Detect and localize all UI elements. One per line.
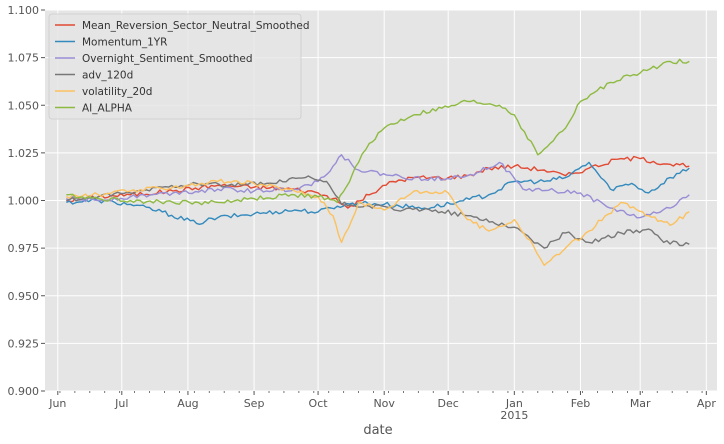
x-tick-label: Aug — [177, 397, 198, 410]
y-axis: 0.900 0.925 0.950 0.975 1.000 1.025 1.050 1.075… — [8, 4, 45, 398]
series-line-overnight-sentiment-smoothed — [65, 154, 690, 219]
y-tick-label: 0.900 — [8, 385, 40, 398]
series-lines — [65, 58, 690, 266]
legend-label: AI_ALPHA — [82, 103, 133, 115]
series-line-adv-120d — [66, 175, 690, 249]
x-tick-label: Oct — [309, 397, 329, 410]
x-tick-label: Jan — [505, 397, 523, 410]
series-line-volatility-20d — [66, 178, 690, 266]
legend-label: volatility_20d — [82, 86, 152, 98]
y-tick-label: 0.950 — [8, 290, 40, 303]
legend-box — [48, 13, 302, 120]
y-tick-label: 0.975 — [8, 242, 40, 255]
legend: Mean_Reversion_Sector_Neutral_Smoothed Mo… — [48, 13, 310, 120]
x-tick-label: Dec — [438, 397, 459, 410]
y-tick-label: 0.925 — [8, 337, 40, 350]
x-tick-label: Feb — [571, 397, 590, 410]
x-tick-label: Mar — [630, 397, 651, 410]
x-tick-label: Apr — [697, 397, 717, 410]
series-line-ai-alpha — [66, 58, 690, 206]
x-tick-year-label: 2015 — [500, 409, 528, 422]
x-tick-label: Sep — [244, 397, 265, 410]
legend-label: adv_120d — [82, 70, 133, 82]
x-tick-label: Nov — [373, 397, 395, 410]
x-axis-label: date — [363, 423, 392, 438]
y-tick-label: 1.050 — [8, 99, 40, 112]
y-tick-label: 1.075 — [8, 52, 40, 65]
y-tick-label: 1.025 — [8, 147, 40, 160]
legend-label: Mean_Reversion_Sector_Neutral_Smoothed — [82, 20, 310, 32]
legend-label: Overnight_Sentiment_Smoothed — [82, 53, 253, 65]
y-tick-label: 1.000 — [8, 195, 40, 208]
x-tick-label: Jul — [114, 397, 128, 410]
x-tick-label: Jun — [48, 397, 66, 410]
legend-label: Momentum_1YR — [82, 37, 167, 49]
y-tick-label: 1.100 — [8, 4, 40, 17]
series-line-mean-reversion-sector-neutral-smoothed — [66, 155, 690, 209]
